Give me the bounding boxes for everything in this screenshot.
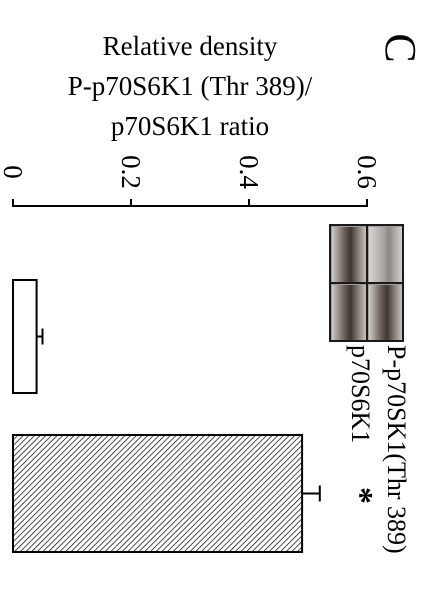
axis-title-line-3: p70S6K1 ratio bbox=[111, 111, 269, 141]
axis-title: Relative density P-p70S6K1 (Thr 389)/ p7… bbox=[68, 31, 313, 141]
bar bbox=[12, 279, 38, 394]
blot-label-phospho: P-p70SK1(Thr 389) bbox=[382, 345, 411, 554]
blot-lane-1-total bbox=[332, 227, 366, 282]
tick-label: 0.2 bbox=[116, 155, 146, 189]
tick-label: 0 bbox=[0, 165, 28, 179]
western-blot bbox=[329, 224, 404, 342]
bars: * bbox=[12, 279, 379, 553]
bar bbox=[12, 434, 304, 553]
blot-lane-2-phospho bbox=[369, 285, 402, 340]
blot-lane-1-phospho bbox=[369, 227, 402, 282]
blot-label-total: p70S6K1 bbox=[346, 345, 375, 443]
tick-label: 0.4 bbox=[234, 155, 264, 189]
panel-label: C bbox=[376, 33, 425, 62]
blot-lane-2-total bbox=[332, 285, 366, 340]
value-axis: 0 0.2 0.4 0.6 bbox=[0, 155, 382, 207]
significance-marker: * bbox=[342, 487, 379, 504]
tick-label: 0.6 bbox=[352, 155, 382, 189]
axis-title-line-2: P-p70S6K1 (Thr 389)/ bbox=[68, 71, 313, 101]
axis-title-line-1: Relative density bbox=[103, 31, 278, 61]
